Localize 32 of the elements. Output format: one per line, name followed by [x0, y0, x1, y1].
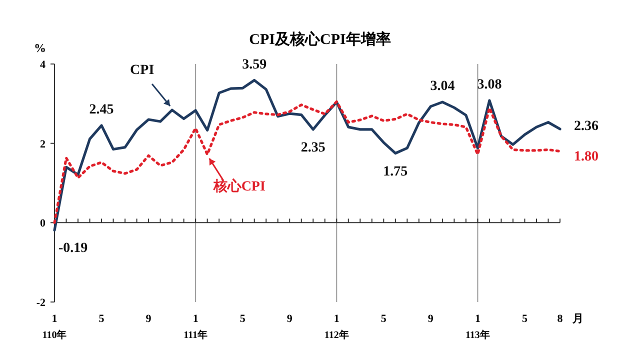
data-label: 1.75 — [383, 164, 408, 180]
x-tick-label: 9 — [286, 313, 293, 325]
x-tick-label: 1 111年 — [184, 313, 208, 341]
y-tick-label: -2 — [36, 297, 46, 309]
x-tick-label: 9 — [146, 313, 152, 325]
data-label: 1.80 — [574, 149, 598, 164]
data-label: 3.59 — [242, 57, 267, 72]
data-label: 2.45 — [89, 102, 114, 118]
line-series — [53, 100, 562, 224]
x-tick-label: 5 — [380, 313, 387, 325]
text: CPI — [130, 63, 154, 78]
x-tick-label: 5 — [98, 313, 105, 325]
x-tick-label: 1 112年 — [324, 313, 349, 341]
legend-label: 核心CPI — [212, 177, 266, 194]
x-axis-title: 月 — [572, 313, 584, 325]
y-tick-label: 0 — [40, 218, 46, 230]
x-tick-label: 5 — [240, 313, 246, 325]
y-tick-label: 4 — [40, 59, 46, 71]
x-tick-label: 1 110年 — [42, 313, 67, 341]
data-label: 3.04 — [430, 79, 455, 94]
x-tick-label: 1 113年 — [465, 313, 490, 341]
chart-title: CPI及核心CPI年增率 — [249, 30, 391, 48]
line-series — [53, 78, 562, 232]
data-label: 3.08 — [477, 77, 502, 92]
y-axis-title: % — [34, 41, 46, 55]
x-tick-label: 8 — [557, 313, 564, 325]
data-label: -0.19 — [58, 241, 88, 256]
x-tick-label: 9 — [428, 313, 434, 325]
y-tick-label: 2 — [40, 138, 46, 150]
data-label: 2.35 — [300, 140, 326, 156]
x-tick-label: 5 — [522, 313, 528, 325]
data-label: 2.36 — [574, 119, 598, 134]
